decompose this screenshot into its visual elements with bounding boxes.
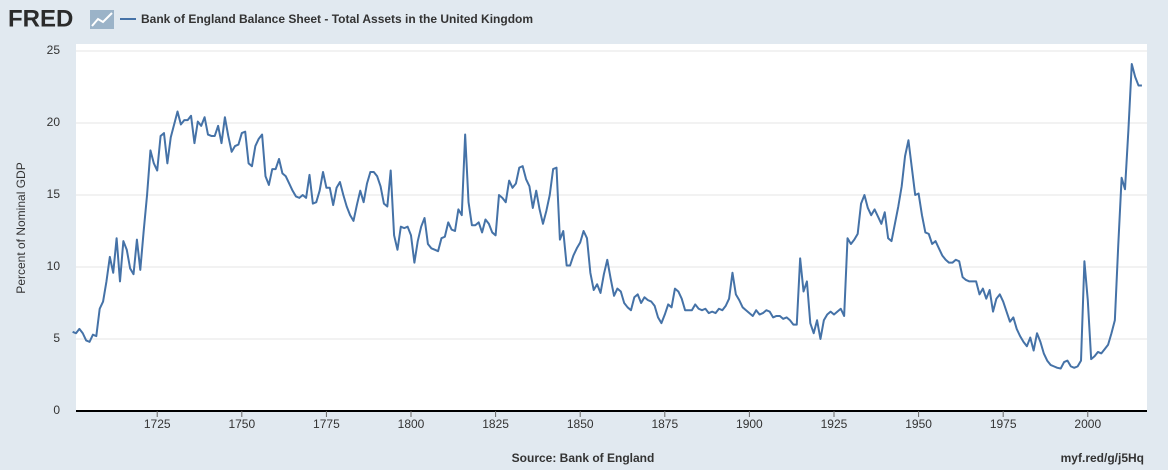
x-tick-label: 2000 xyxy=(1074,417,1101,431)
logo: FRED xyxy=(8,5,73,32)
y-tick-label: 15 xyxy=(47,187,61,201)
y-tick-label: 0 xyxy=(53,403,60,417)
logo-icon xyxy=(90,10,114,29)
data-line xyxy=(72,62,1142,370)
y-tick-label: 25 xyxy=(47,43,61,57)
y-tick-label: 20 xyxy=(47,115,61,129)
y-tick-label: 10 xyxy=(47,259,61,273)
x-tick-label: 1750 xyxy=(228,417,255,431)
x-tick-label: 1775 xyxy=(313,417,340,431)
link: myf.red/g/j5Hq xyxy=(1061,451,1144,465)
source: Source: Bank of England xyxy=(512,451,655,465)
y-tick-label: 5 xyxy=(53,331,60,345)
x-tick-label: 1725 xyxy=(144,417,171,431)
x-tick-label: 1975 xyxy=(990,417,1017,431)
x-tick-label: 1900 xyxy=(736,417,763,431)
x-tick-label: 1800 xyxy=(398,417,425,431)
plot-area xyxy=(76,44,1147,411)
x-tick-label: 1875 xyxy=(651,417,678,431)
x-tick-label: 1925 xyxy=(821,417,848,431)
x-tick-label: 1825 xyxy=(482,417,509,431)
y-axis-label: Percent of Nominal GDP xyxy=(14,162,28,293)
x-tick-label: 1850 xyxy=(567,417,594,431)
x-tick-label: 1950 xyxy=(905,417,932,431)
legend-label: Bank of England Balance Sheet - Total As… xyxy=(141,12,533,26)
